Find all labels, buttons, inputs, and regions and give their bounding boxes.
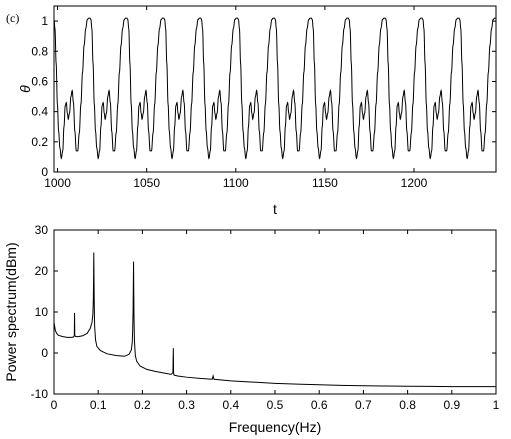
time-series-y-label: θ [17,85,33,93]
p2-ytick-label-4: 30 [35,223,49,237]
p2-xtick-label-6: 0.6 [311,398,328,412]
time-series-ticks: 1000 1050 1100 1150 1200 0 0.2 0.4 0.6 0.8 1 [31,6,496,190]
p1-ytick-label-0: 0 [41,165,48,179]
p2-xtick-label-9: 0.9 [443,398,460,412]
power-spectrum-line [54,252,496,388]
panel-label: (c) [6,11,19,25]
p2-ytick-label-2: 10 [35,305,49,319]
power-spectrum-plot: 0 0.1 0.2 0.3 0.4 0.5 0.6 0.7 0.8 0.9 1-100102030 … [3,223,500,435]
power-spectrum-x-label: Frequency(Hz) [229,419,322,435]
p2-xtick-label-10: 1 [493,398,500,412]
p2-ytick-label-1: 0 [41,346,48,360]
p2-xtick-label-3: 0.3 [178,398,195,412]
p2-xtick-label-4: 0.4 [222,398,239,412]
p2-xtick-label-0: 0 [51,398,58,412]
p2-xtick-label-2: 0.2 [134,398,151,412]
p1-xtick-label-3: 1150 [312,176,338,190]
p2-xtick-label-7: 0.7 [355,398,372,412]
p1-ytick-label-1: 0.2 [31,135,48,149]
p2-xtick-label-8: 0.8 [399,398,416,412]
theta-series-line [54,17,496,160]
p1-ytick-label-2: 0.4 [31,105,48,119]
time-series-x-label: t [273,201,277,217]
p2-ytick-label-3: 20 [35,264,49,278]
p2-xtick-label-1: 0.1 [90,398,107,412]
p1-ytick-label-3: 0.6 [31,74,48,88]
time-series-axes-frame [53,5,497,173]
power-spectrum-y-label: Power spectrum(dBm) [3,242,19,381]
p2-ytick-label-0: -10 [31,387,49,401]
power-spectrum-axes-frame [53,229,497,395]
p2-xtick-label-5: 0.5 [267,398,284,412]
p1-xtick-label-4: 1200 [401,176,428,190]
p1-ytick-label-4: 0.8 [31,44,48,58]
p1-xtick-label-2: 1100 [223,176,249,190]
p1-ytick-label-5: 1 [41,14,48,28]
time-series-plot: 1000 1050 1100 1150 1200 0 0.2 0.4 0.6 0.8 1 t θ [17,5,497,217]
p1-xtick-label-1: 1050 [133,176,160,190]
p1-xtick-label-0: 1000 [44,176,71,190]
